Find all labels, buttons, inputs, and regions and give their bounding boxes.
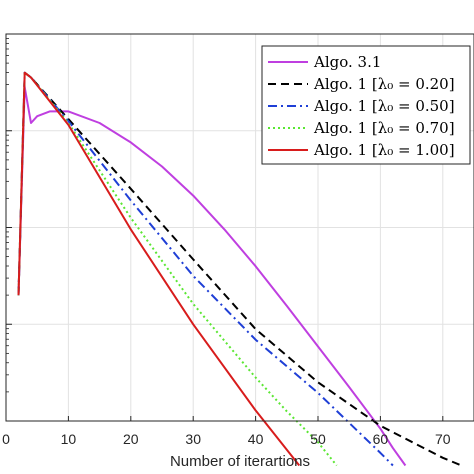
x-tick-label: 0 [2, 431, 10, 447]
legend-label: Algo. 1 [λ₀ = 0.70] [313, 119, 455, 137]
series-lines [17, 71, 462, 467]
x-tick-label: 40 [248, 431, 264, 447]
x-tick-label: 30 [185, 431, 201, 447]
legend-label: Algo. 3.1 [313, 53, 381, 71]
axis-ticks [5, 33, 444, 422]
x-tick-label: 60 [373, 431, 389, 447]
x-axis-title: Number of iterartions [170, 453, 310, 470]
x-tick-label: 50 [310, 431, 326, 447]
legend-label: Algo. 1 [λ₀ = 0.20] [313, 75, 455, 93]
legend-box [261, 45, 471, 165]
x-tick-label: 20 [123, 431, 139, 447]
series-line-1 [17, 86, 407, 467]
x-tick-label: 10 [61, 431, 77, 447]
legend-label: Algo. 1 [λ₀ = 1.00] [313, 141, 455, 159]
series-line-5 [17, 71, 301, 467]
legend-label: Algo. 1 [λ₀ = 0.50] [313, 97, 455, 115]
x-tick-labels: 0 10 20 30 40 50 60 70 [2, 431, 451, 447]
legend: Algo. 3.1 Algo. 1 [λ₀ = 0.20] Algo. 1 [λ₀ … [261, 45, 471, 165]
x-tick-label: 70 [435, 431, 451, 447]
